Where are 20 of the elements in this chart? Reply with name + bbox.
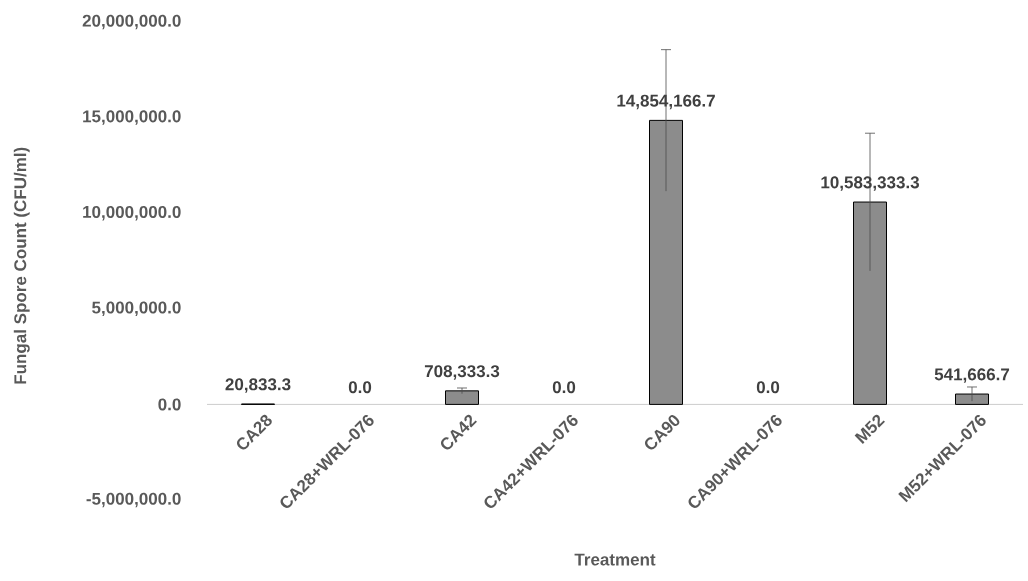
y-tick-label: 5,000,000.0 (92, 301, 181, 317)
y-tick-label: 10,000,000.0 (83, 205, 181, 221)
y-tick-label: 0.0 (158, 398, 181, 411)
y-tick-label: 20,000,000.0 (82, 14, 181, 30)
data-label: 708,333.3 (424, 365, 500, 380)
data-label: 0.0 (552, 381, 576, 394)
bar (853, 201, 887, 405)
data-label: 0.0 (348, 381, 372, 394)
bar (955, 393, 989, 405)
y-tick-label: -5,000,000.0 (86, 492, 181, 508)
data-label: 20,833.3 (225, 378, 291, 393)
x-axis-title: Treatment (574, 553, 656, 566)
y-tick-label: 15,000,000.0 (83, 110, 181, 125)
data-label: 541,666.7 (934, 368, 1010, 383)
data-label: 10,583,333.3 (821, 176, 920, 191)
bar (445, 390, 479, 405)
y-axis-title: Fungal Spore Count (CFU/ml) (13, 147, 30, 384)
data-label: 0.0 (756, 381, 780, 394)
bar (649, 119, 683, 405)
data-label: 14,854,166.7 (617, 94, 715, 110)
